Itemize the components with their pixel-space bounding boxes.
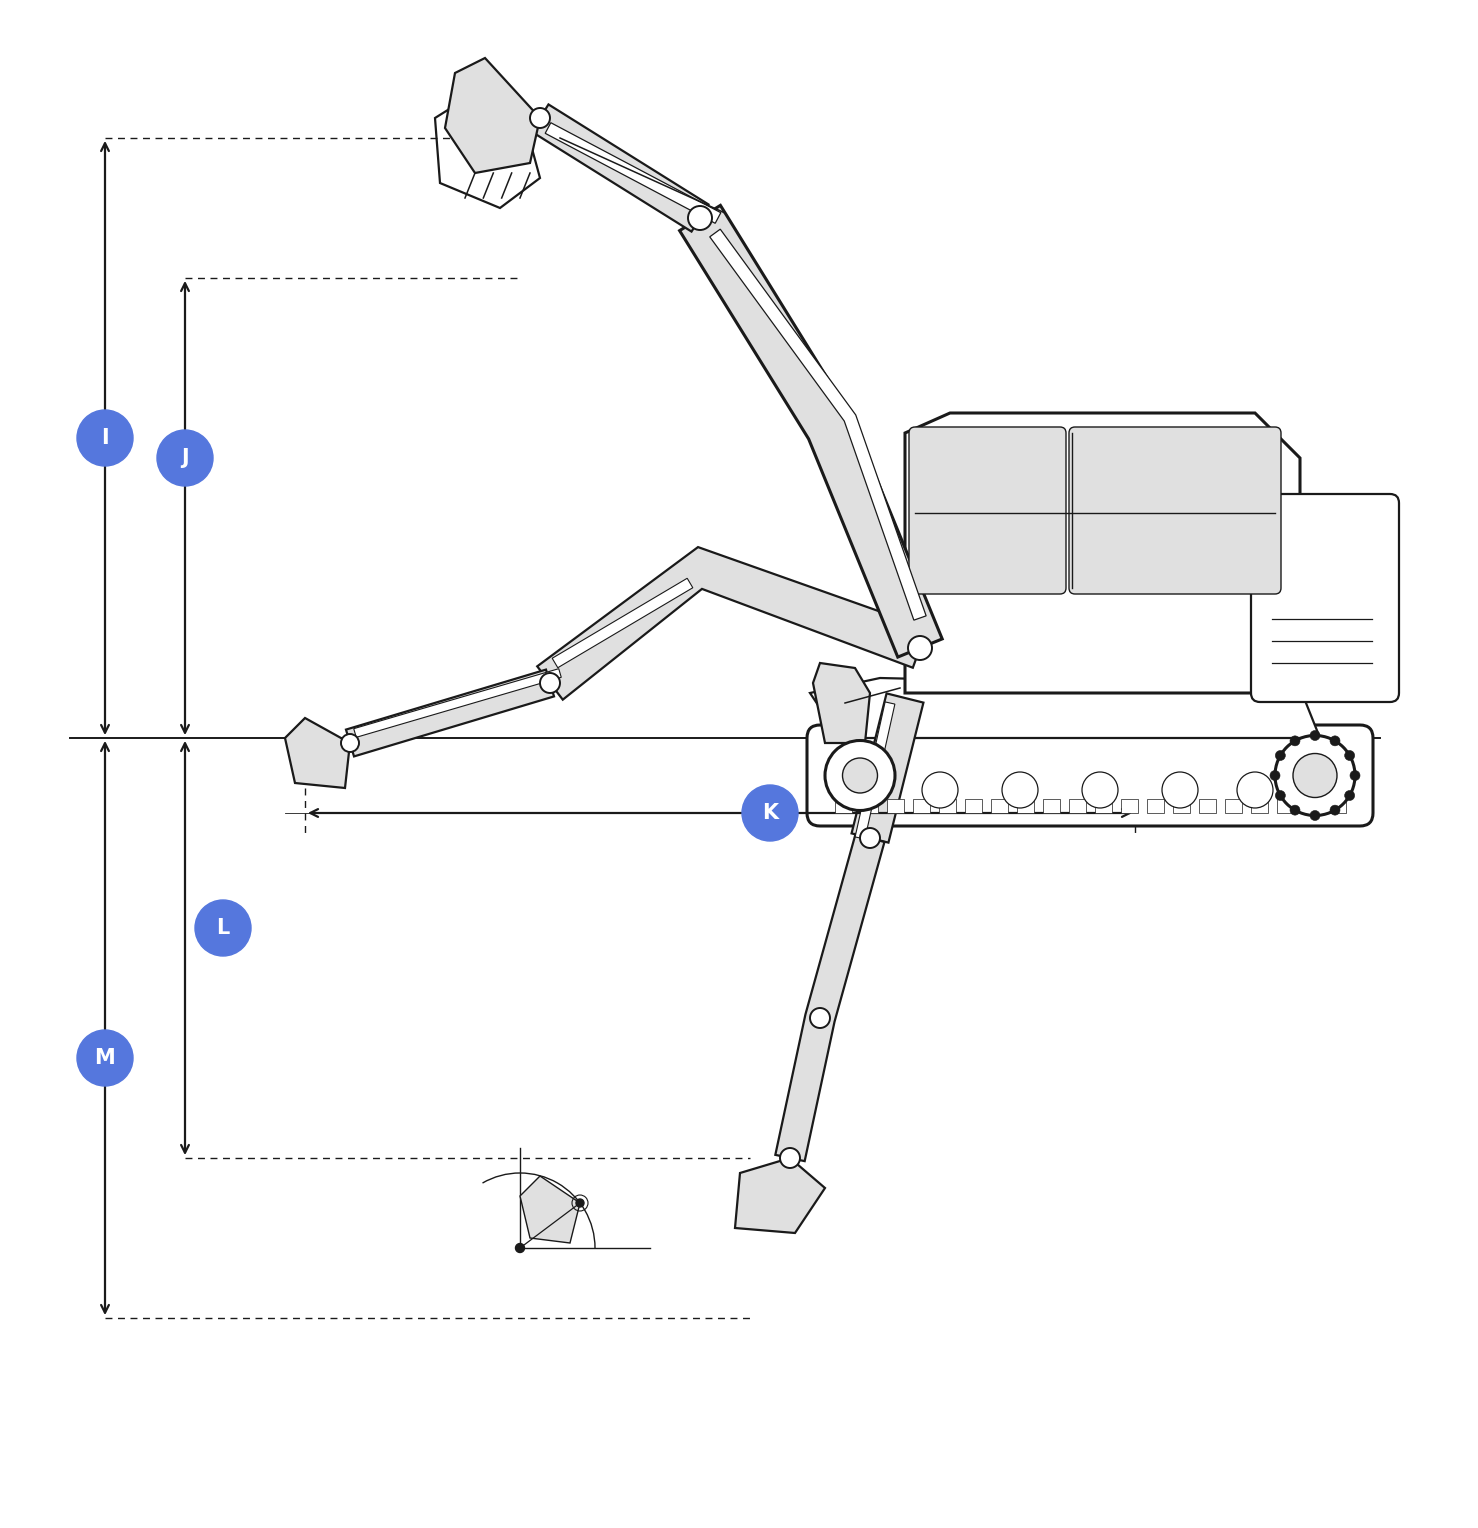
Bar: [965, 799, 981, 813]
Circle shape: [516, 1244, 525, 1253]
Bar: [939, 799, 956, 813]
Circle shape: [842, 758, 878, 793]
Circle shape: [1330, 805, 1341, 814]
Bar: [1277, 799, 1295, 813]
Text: J: J: [182, 448, 189, 468]
Circle shape: [810, 1008, 831, 1028]
Polygon shape: [810, 678, 1320, 738]
Circle shape: [860, 828, 879, 848]
Circle shape: [780, 1148, 800, 1167]
Bar: [887, 799, 905, 813]
FancyBboxPatch shape: [909, 426, 1066, 594]
Polygon shape: [353, 669, 562, 738]
Polygon shape: [445, 58, 539, 173]
FancyBboxPatch shape: [807, 724, 1373, 827]
Circle shape: [1162, 772, 1199, 808]
Circle shape: [1349, 770, 1360, 781]
Polygon shape: [553, 578, 693, 668]
Polygon shape: [346, 669, 554, 756]
Polygon shape: [813, 663, 871, 743]
Bar: [1329, 799, 1346, 813]
FancyBboxPatch shape: [1069, 426, 1281, 594]
Polygon shape: [537, 547, 927, 700]
Circle shape: [157, 429, 213, 486]
Circle shape: [1290, 736, 1301, 746]
Polygon shape: [680, 205, 941, 657]
Polygon shape: [776, 834, 884, 1161]
Circle shape: [1276, 750, 1286, 761]
Circle shape: [1276, 735, 1355, 816]
Circle shape: [922, 772, 958, 808]
Circle shape: [1293, 753, 1338, 798]
FancyBboxPatch shape: [1250, 494, 1400, 701]
Circle shape: [1345, 790, 1355, 801]
Circle shape: [531, 108, 550, 128]
Circle shape: [1330, 736, 1341, 746]
Circle shape: [742, 785, 798, 840]
Polygon shape: [520, 1177, 579, 1242]
Bar: [835, 799, 851, 813]
Bar: [1017, 799, 1035, 813]
Circle shape: [825, 741, 896, 810]
Bar: [1147, 799, 1165, 813]
Polygon shape: [285, 718, 350, 788]
Circle shape: [77, 410, 133, 466]
Circle shape: [687, 206, 712, 231]
Circle shape: [1237, 772, 1273, 808]
Bar: [1043, 799, 1060, 813]
Polygon shape: [851, 694, 924, 842]
Text: M: M: [95, 1048, 115, 1068]
Bar: [1095, 799, 1111, 813]
Circle shape: [341, 733, 359, 752]
Bar: [862, 799, 878, 813]
Bar: [913, 799, 930, 813]
Bar: [1304, 799, 1320, 813]
Bar: [1120, 799, 1138, 813]
Circle shape: [1270, 770, 1280, 781]
Circle shape: [195, 900, 251, 957]
Polygon shape: [735, 1158, 825, 1233]
Bar: [1199, 799, 1216, 813]
Circle shape: [539, 672, 560, 694]
Bar: [1069, 799, 1086, 813]
Text: K: K: [763, 804, 777, 824]
Text: I: I: [101, 428, 109, 448]
Text: L: L: [216, 918, 229, 938]
Polygon shape: [545, 122, 721, 223]
Circle shape: [1290, 805, 1301, 814]
Polygon shape: [709, 229, 927, 620]
Polygon shape: [532, 104, 708, 232]
Circle shape: [1082, 772, 1117, 808]
Bar: [992, 799, 1008, 813]
Circle shape: [1276, 790, 1286, 801]
Circle shape: [1310, 730, 1320, 741]
Circle shape: [1002, 772, 1038, 808]
Polygon shape: [905, 413, 1301, 694]
Circle shape: [907, 636, 933, 660]
Circle shape: [1310, 810, 1320, 821]
Bar: [1225, 799, 1242, 813]
Bar: [1174, 799, 1190, 813]
Circle shape: [77, 1030, 133, 1086]
Polygon shape: [856, 701, 894, 839]
Circle shape: [576, 1199, 584, 1207]
Bar: [1250, 799, 1268, 813]
Circle shape: [1345, 750, 1355, 761]
